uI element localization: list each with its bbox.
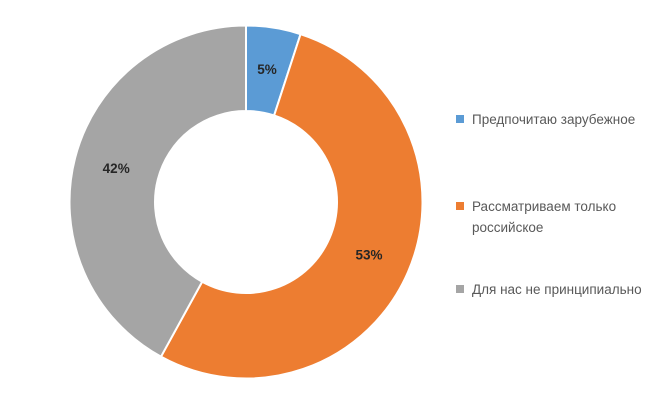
chart-legend: Предпочитаю зарубежное Рассматриваем толь… xyxy=(456,0,646,405)
slice-percent-label-1: 5% xyxy=(257,62,277,77)
donut-slice-3[interactable] xyxy=(68,24,247,358)
legend-item-2[interactable]: Рассматриваем только российское xyxy=(456,196,646,238)
legend-marker-icon xyxy=(456,202,464,210)
legend-label: Для нас не принципиально xyxy=(472,282,642,297)
slice-percent-label-3: 42% xyxy=(103,161,130,176)
legend-label: Предпочитаю зарубежное xyxy=(472,112,636,127)
legend-item-1[interactable]: Предпочитаю зарубежное xyxy=(456,109,635,130)
legend-marker-icon xyxy=(456,285,464,293)
legend-marker-icon xyxy=(456,115,464,123)
donut-slice-2[interactable] xyxy=(159,33,424,380)
slice-percent-label-2: 53% xyxy=(355,248,382,263)
legend-item-3[interactable]: Для нас не принципиально xyxy=(456,279,642,300)
legend-label: Рассматриваем только российское xyxy=(472,199,617,235)
